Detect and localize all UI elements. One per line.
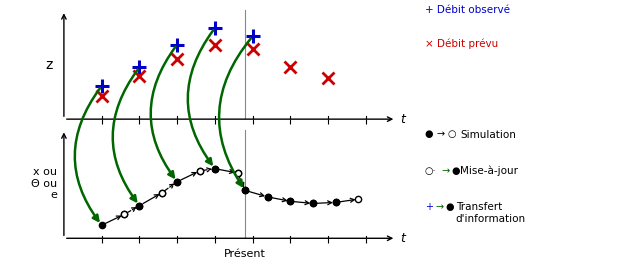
- Text: ●: ●: [425, 130, 433, 140]
- Y-axis label: z: z: [45, 58, 53, 72]
- Text: × Débit prévu: × Débit prévu: [425, 39, 498, 49]
- Text: Transfert
d'information: Transfert d'information: [456, 202, 526, 224]
- Text: →: →: [436, 130, 445, 140]
- Text: ○·: ○·: [425, 166, 436, 176]
- Text: +: +: [425, 202, 433, 212]
- Text: ○: ○: [447, 130, 456, 140]
- Text: →: →: [435, 202, 443, 212]
- Text: Présent: Présent: [224, 249, 266, 259]
- Text: ●: ●: [445, 202, 454, 212]
- Text: + Débit observé: + Débit observé: [425, 5, 510, 15]
- Text: →: →: [439, 166, 450, 176]
- Y-axis label: x ou
Θ ou
e: x ou Θ ou e: [31, 167, 57, 200]
- Text: t: t: [400, 113, 405, 126]
- Text: Simulation: Simulation: [460, 130, 516, 140]
- Text: t: t: [400, 232, 405, 245]
- Text: Mise-à-jour: Mise-à-jour: [460, 166, 518, 176]
- Text: ●: ●: [452, 166, 460, 176]
